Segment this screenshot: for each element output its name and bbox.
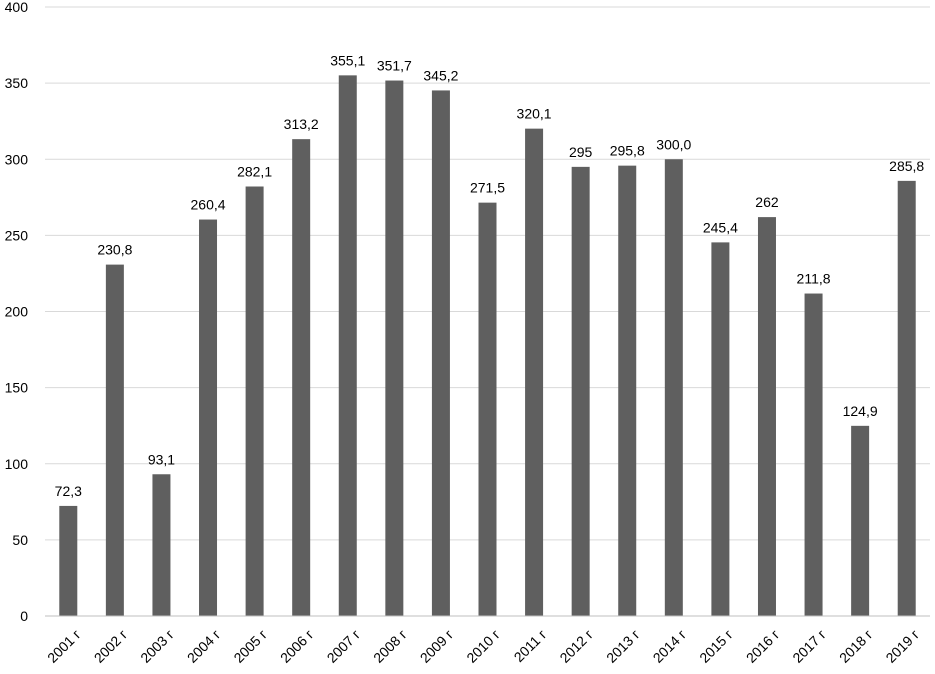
data-label: 124,9 [843, 403, 878, 419]
data-label: 320,1 [517, 106, 552, 122]
data-label: 260,4 [191, 197, 226, 213]
y-tick-label: 250 [5, 227, 29, 243]
bar [571, 166, 590, 617]
y-axis-tick-labels: 0 50 100 150 200 250 300 350 400 [5, 0, 29, 624]
x-tick-label: 2014 г [650, 626, 690, 666]
x-tick-label: 2004 г [184, 626, 224, 666]
bar [711, 242, 730, 617]
data-label: 245,4 [703, 219, 738, 235]
data-label: 211,8 [797, 271, 831, 287]
bar [664, 159, 683, 616]
bar [385, 80, 404, 617]
bars [59, 75, 916, 617]
x-tick-label: 2003 г [137, 626, 177, 666]
y-tick-label: 300 [5, 151, 29, 167]
bar [897, 180, 916, 616]
x-tick-label: 2013 г [603, 626, 643, 666]
x-tick-label: 2006 г [277, 626, 317, 666]
x-tick-label: 2001 г [44, 626, 84, 666]
y-tick-label: 50 [12, 532, 28, 548]
x-tick-label: 2008 г [370, 626, 410, 666]
x-tick-label: 2005 г [230, 626, 270, 666]
x-tick-label: 2019 г [882, 626, 922, 666]
x-tick-label: 2018 г [836, 626, 876, 666]
data-label: 345,2 [423, 67, 458, 83]
x-axis-tick-labels: 2001 г 2002 г 2003 г 2004 г 2005 г 2006 г 2007… [44, 626, 922, 666]
data-label: 93,1 [148, 451, 175, 467]
data-label: 300,0 [656, 136, 691, 152]
data-label: 285,8 [889, 158, 924, 174]
data-label: 262 [755, 194, 779, 210]
bar [245, 186, 264, 616]
data-label: 282,1 [237, 164, 272, 180]
x-tick-label: 2002 г [91, 626, 131, 666]
bar [851, 425, 870, 616]
data-label: 295 [569, 144, 593, 160]
data-label: 313,2 [284, 116, 319, 132]
x-tick-label: 2011 г [511, 626, 550, 665]
bar [59, 505, 78, 616]
x-tick-label: 2010 г [463, 626, 503, 666]
bar [525, 128, 544, 616]
y-tick-label: 200 [5, 304, 29, 320]
x-tick-label: 2012 г [556, 626, 596, 666]
data-label: 230,8 [97, 242, 132, 258]
x-tick-label: 2009 г [417, 626, 457, 666]
x-tick-label: 2016 г [743, 626, 783, 666]
bar [757, 217, 776, 617]
bar [431, 90, 450, 617]
bar [478, 202, 497, 617]
bar [618, 165, 637, 616]
data-label: 295,8 [610, 143, 645, 159]
y-tick-label: 400 [5, 0, 29, 15]
x-tick-label: 2007 г [324, 626, 364, 666]
bar [199, 219, 218, 616]
bar [292, 139, 311, 616]
data-labels: 72,3 230,8 93,1 260,4 282,1 313,2 355,1 351,7 34… [55, 52, 925, 499]
y-tick-label: 0 [20, 608, 28, 624]
y-tick-label: 100 [5, 456, 29, 472]
bar [152, 474, 171, 616]
bar [105, 264, 124, 616]
bar [804, 293, 823, 616]
data-label: 271,5 [470, 180, 505, 196]
data-label: 355,1 [330, 52, 365, 68]
y-tick-label: 350 [5, 75, 29, 91]
x-tick-label: 2017 г [789, 626, 829, 666]
y-tick-label: 150 [5, 380, 29, 396]
bar [338, 75, 357, 617]
data-label: 72,3 [55, 483, 82, 499]
x-tick-label: 2015 г [696, 626, 736, 666]
data-label: 351,7 [377, 58, 412, 74]
